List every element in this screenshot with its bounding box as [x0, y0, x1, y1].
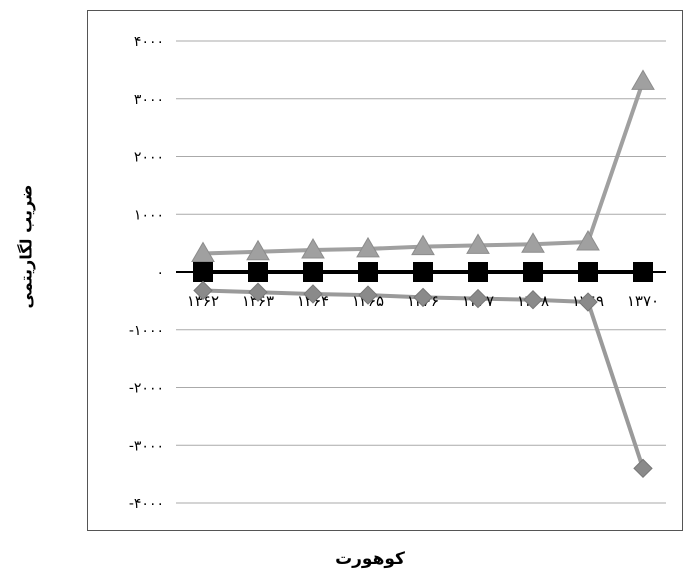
square-marker: [633, 262, 653, 282]
diamond-marker: [468, 288, 488, 309]
square-marker: [578, 262, 598, 282]
y-tick-label: -۴۰۰۰: [129, 496, 164, 512]
y-tick-label: -۲۰۰۰: [129, 381, 164, 397]
diamond-marker: [578, 292, 598, 312]
diamond-marker: [523, 290, 543, 310]
y-tick-label: ۰: [156, 265, 164, 281]
chart-frame: ۴۰۰۰ ۳۰۰۰ ۲۰۰۰ ۱۰۰۰ ۰ -۱۰۰۰ -۲۰۰۰ -۳۰۰۰ -۴۰۰۰ ۱۳۶…: [87, 10, 683, 531]
x-axis-title: کوهورت: [335, 549, 405, 569]
x-tick-label: ۱۳۷۰: [627, 292, 659, 310]
square-marker: [413, 262, 433, 282]
diamond-marker: [303, 284, 323, 304]
square-marker: [248, 262, 268, 282]
triangle-marker: [356, 236, 380, 258]
triangle-marker: [191, 241, 215, 263]
triangle-marker: [411, 234, 435, 256]
y-tick-label: ۳۰۰۰: [134, 92, 164, 108]
triangle-marker: [521, 232, 545, 253]
diamond-marker: [633, 458, 653, 479]
y-axis-title-box: ضریب لگاریتمی: [6, 146, 46, 346]
diamond-marker: [358, 285, 378, 305]
triangle-marker: [576, 229, 600, 251]
triangle-marker: [466, 233, 490, 254]
diamond-marker: [413, 287, 433, 308]
y-tick-label: -۳۰۰۰: [129, 438, 164, 454]
square-marker: [193, 262, 213, 282]
y-tick-label: ۴۰۰۰: [134, 34, 164, 50]
diamond-marker: [248, 282, 268, 302]
square-marker: [523, 262, 543, 282]
y-tick-label: ۲۰۰۰: [134, 150, 164, 166]
triangle-marker: [301, 238, 325, 259]
square-marker: [303, 262, 323, 282]
diamond-marker: [193, 280, 213, 301]
triangle-marker: [246, 239, 270, 261]
y-axis-title: ضریب لگاریتمی: [16, 184, 36, 308]
x-tick-label: ۱۳۶۲: [187, 292, 219, 310]
y-tick-label: ۱۰۰۰: [134, 207, 164, 223]
line-chart: ۴۰۰۰ ۳۰۰۰ ۲۰۰۰ ۱۰۰۰ ۰ -۱۰۰۰ -۲۰۰۰ -۳۰۰۰ -۴۰۰۰ ۱۳۶…: [129, 34, 666, 512]
series-line: [202, 80, 645, 256]
series-line: [202, 288, 645, 469]
square-marker: [358, 262, 378, 282]
triangle-marker: [631, 69, 655, 90]
y-tick-label: -۱۰۰۰: [129, 323, 164, 339]
square-marker: [468, 262, 488, 282]
